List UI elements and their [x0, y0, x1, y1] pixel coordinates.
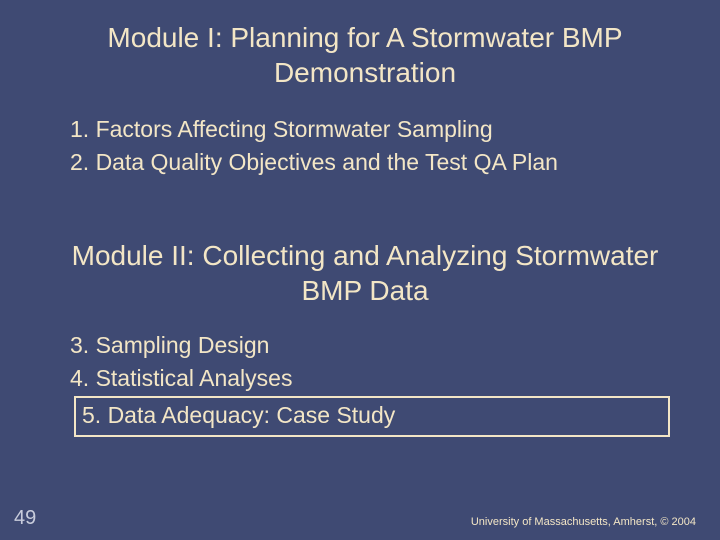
list-item: 1. Factors Affecting Stormwater Sampling: [70, 114, 670, 145]
highlighted-item-box: 5. Data Adequacy: Case Study: [74, 396, 670, 437]
module-1-title: Module I: Planning for A Stormwater BMP …: [60, 20, 670, 90]
module-2-title: Module II: Collecting and Analyzing Stor…: [60, 238, 670, 308]
slide-number: 49: [14, 507, 36, 530]
list-item: 3. Sampling Design: [70, 330, 670, 361]
list-item: 5. Data Adequacy: Case Study: [82, 400, 662, 431]
footer-attribution: University of Massachusetts, Amherst, © …: [471, 516, 696, 528]
list-item: 4. Statistical Analyses: [70, 363, 670, 394]
list-item: 2. Data Quality Objectives and the Test …: [70, 147, 670, 178]
module-2-list: 3. Sampling Design 4. Statistical Analys…: [60, 330, 670, 437]
module-1-list: 1. Factors Affecting Stormwater Sampling…: [60, 114, 670, 178]
slide: Module I: Planning for A Stormwater BMP …: [0, 0, 720, 540]
